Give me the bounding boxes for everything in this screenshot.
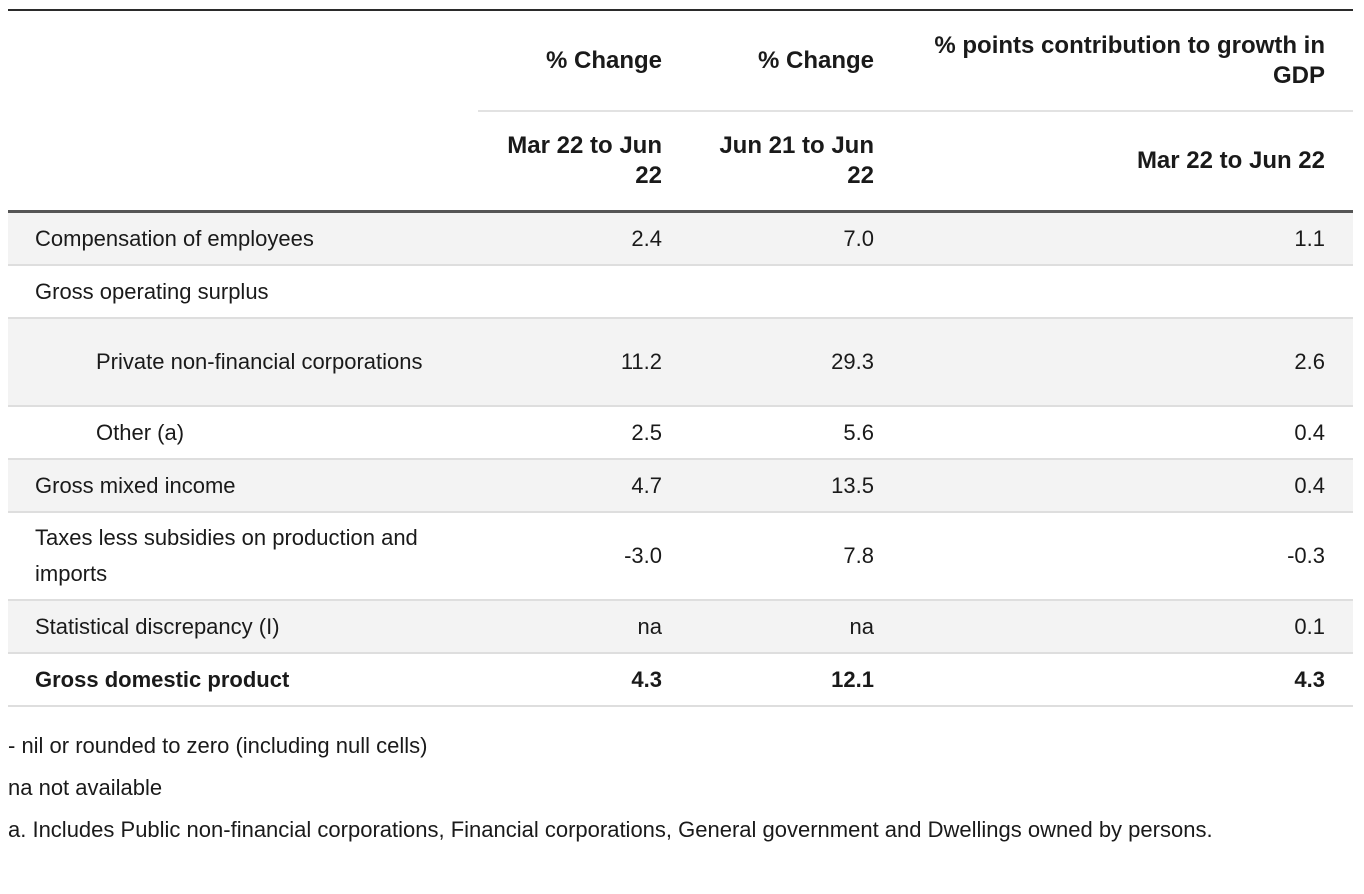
cell-pct-change-year: 12.1 (690, 653, 902, 707)
table-row: Taxes less subsidies on production and i… (8, 512, 1353, 601)
cell-contribution: 0.4 (902, 459, 1353, 513)
gdp-income-table: % Change % Change % points contribution … (8, 9, 1353, 707)
row-label: Gross domestic product (8, 653, 478, 707)
footnote: - nil or rounded to zero (including null… (8, 733, 428, 758)
row-label: Private non-financial corporations (8, 318, 478, 407)
cell-pct-change-year: 29.3 (690, 318, 902, 407)
header-period-year: Jun 21 to Jun 22 (690, 111, 902, 213)
row-label: Compensation of employees (8, 211, 478, 266)
table-row: Other (a) 2.5 5.6 0.4 (8, 406, 1353, 460)
cell-contribution: 4.3 (902, 653, 1353, 707)
cell-contribution: 2.6 (902, 318, 1353, 407)
row-label: Statistical discrepancy (I) (8, 600, 478, 654)
table-row: Compensation of employees 2.4 7.0 1.1 (8, 211, 1353, 266)
header-contribution: % points contribution to growth in GDP (902, 10, 1353, 112)
header-row-period: Mar 22 to Jun 22 Jun 21 to Jun 22 Mar 22… (8, 111, 1353, 213)
header-period-qtr: Mar 22 to Jun 22 (478, 111, 690, 213)
cell-pct-change-qtr: 11.2 (478, 318, 690, 407)
cell-pct-change-year: 5.6 (690, 406, 902, 460)
table-footnotes: - nil or rounded to zero (including null… (8, 725, 1348, 851)
table-row: Statistical discrepancy (I) na na 0.1 (8, 600, 1353, 654)
cell-pct-change-qtr: 4.3 (478, 653, 690, 707)
cell-pct-change-year: na (690, 600, 902, 654)
table-row: Private non-financial corporations 11.2 … (8, 318, 1353, 407)
cell-pct-change-qtr: na (478, 600, 690, 654)
table-row: Gross operating surplus (8, 265, 1353, 319)
header-row-group: % Change % Change % points contribution … (8, 10, 1353, 112)
cell-pct-change-qtr: 4.7 (478, 459, 690, 513)
row-label: Gross operating surplus (8, 265, 478, 319)
cell-pct-change-year: 7.8 (690, 512, 902, 601)
row-label: Other (a) (8, 406, 478, 460)
header-pct-change-year: % Change (690, 10, 902, 112)
cell-contribution (902, 265, 1353, 319)
footnote: a. Includes Public non-financial corpora… (8, 817, 1213, 842)
cell-pct-change-year: 7.0 (690, 211, 902, 266)
row-label: Taxes less subsidies on production and i… (8, 512, 478, 601)
cell-pct-change-qtr: 2.5 (478, 406, 690, 460)
cell-contribution: 1.1 (902, 211, 1353, 266)
cell-pct-change-qtr: -3.0 (478, 512, 690, 601)
header-period-contribution: Mar 22 to Jun 22 (902, 111, 1353, 213)
cell-pct-change-year (690, 265, 902, 319)
table-container: % Change % Change % points contribution … (8, 9, 1353, 707)
footnote: na not available (8, 775, 163, 800)
table-body: Compensation of employees 2.4 7.0 1.1 Gr… (8, 211, 1353, 707)
table-row: Gross mixed income 4.7 13.5 0.4 (8, 459, 1353, 513)
header-blank-cell (8, 10, 478, 111)
cell-pct-change-qtr (478, 265, 690, 319)
row-label: Gross mixed income (8, 459, 478, 513)
cell-contribution: 0.4 (902, 406, 1353, 460)
table-row-total: Gross domestic product 4.3 12.1 4.3 (8, 653, 1353, 707)
cell-pct-change-qtr: 2.4 (478, 211, 690, 266)
table-header: % Change % Change % points contribution … (8, 10, 1353, 213)
cell-contribution: -0.3 (902, 512, 1353, 601)
header-pct-change-qtr: % Change (478, 10, 690, 112)
cell-pct-change-year: 13.5 (690, 459, 902, 513)
header-blank-cell (8, 111, 478, 213)
cell-contribution: 0.1 (902, 600, 1353, 654)
